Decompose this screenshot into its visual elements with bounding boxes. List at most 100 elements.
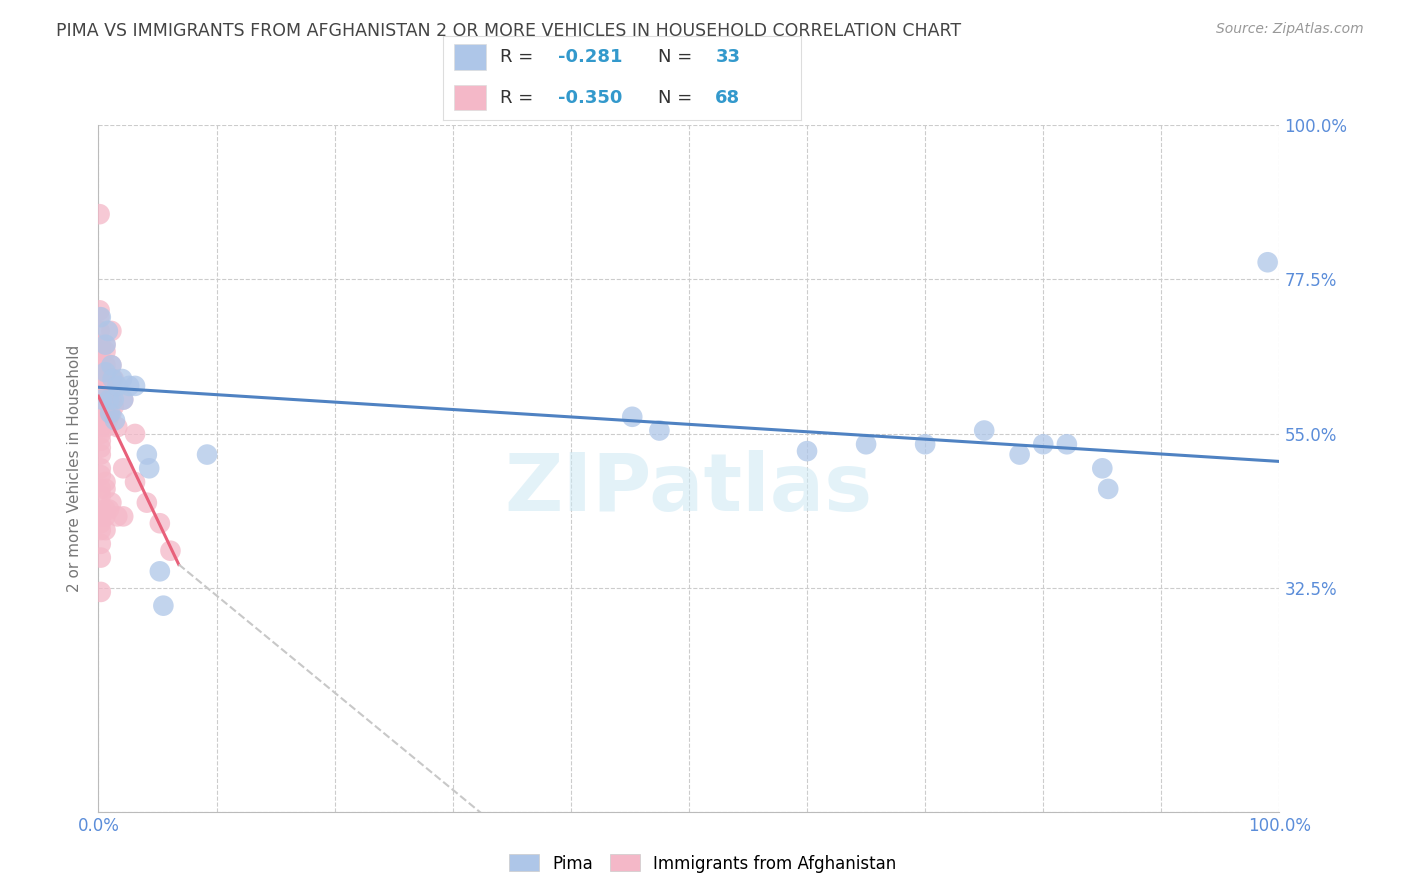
Point xyxy=(124,426,146,441)
Text: PIMA VS IMMIGRANTS FROM AFGHANISTAN 2 OR MORE VEHICLES IN HOUSEHOLD CORRELATION : PIMA VS IMMIGRANTS FROM AFGHANISTAN 2 OR… xyxy=(56,22,962,40)
Text: N =: N = xyxy=(658,48,697,66)
Point xyxy=(90,358,112,373)
Point xyxy=(91,392,114,407)
Point xyxy=(90,372,112,386)
Point xyxy=(90,537,112,551)
Point xyxy=(152,599,174,613)
Text: Source: ZipAtlas.com: Source: ZipAtlas.com xyxy=(1216,22,1364,37)
Point xyxy=(90,448,112,462)
Legend: Pima, Immigrants from Afghanistan: Pima, Immigrants from Afghanistan xyxy=(503,847,903,880)
Point xyxy=(103,372,125,386)
Point xyxy=(90,482,112,496)
Text: -0.281: -0.281 xyxy=(558,48,621,66)
Point xyxy=(90,400,112,414)
Text: 33: 33 xyxy=(716,48,741,66)
Point xyxy=(94,372,117,386)
Point xyxy=(1008,448,1031,462)
Point xyxy=(98,406,121,420)
Point xyxy=(90,441,112,455)
Point xyxy=(112,392,135,407)
FancyBboxPatch shape xyxy=(454,45,486,70)
Point xyxy=(97,372,120,386)
Text: N =: N = xyxy=(658,88,697,106)
Point xyxy=(97,413,120,427)
Point xyxy=(89,310,111,325)
Point xyxy=(98,406,121,420)
Point xyxy=(124,379,146,393)
Point xyxy=(100,372,122,386)
Point xyxy=(90,489,112,503)
Text: ZIPatlas: ZIPatlas xyxy=(505,450,873,528)
Point xyxy=(149,516,172,531)
Point xyxy=(98,379,121,393)
Point xyxy=(138,461,160,475)
Point xyxy=(90,461,112,475)
Point xyxy=(90,468,112,483)
Point xyxy=(94,337,117,351)
Point xyxy=(98,392,121,407)
Point xyxy=(100,324,122,338)
Point xyxy=(195,448,218,462)
Point xyxy=(90,516,112,531)
Point xyxy=(100,406,122,420)
Point xyxy=(90,337,112,351)
Point xyxy=(90,585,112,599)
Point xyxy=(94,406,117,420)
Point xyxy=(94,358,117,373)
Point xyxy=(621,409,644,424)
Point xyxy=(90,509,112,524)
Point xyxy=(97,392,120,407)
Point xyxy=(1257,255,1279,269)
Point xyxy=(89,303,111,318)
Point xyxy=(90,550,112,565)
Point xyxy=(100,358,122,373)
Point xyxy=(94,482,117,496)
Point xyxy=(90,413,112,427)
Point xyxy=(98,502,121,516)
Point xyxy=(101,372,124,386)
Point xyxy=(105,379,128,393)
Point xyxy=(1056,437,1078,451)
Point xyxy=(124,475,146,489)
Point xyxy=(135,448,157,462)
Point xyxy=(111,372,134,386)
Point xyxy=(100,358,122,373)
Point xyxy=(105,420,128,434)
Point xyxy=(90,385,112,400)
Point xyxy=(94,337,117,351)
Point xyxy=(1097,482,1119,496)
Point xyxy=(159,543,181,558)
Point xyxy=(149,565,172,579)
Point xyxy=(914,437,936,451)
Point xyxy=(90,365,112,379)
Text: R =: R = xyxy=(501,88,540,106)
Point xyxy=(112,509,135,524)
Point xyxy=(90,310,112,325)
Point xyxy=(135,495,157,509)
Y-axis label: 2 or more Vehicles in Household: 2 or more Vehicles in Household xyxy=(67,344,83,592)
Point xyxy=(112,461,135,475)
Point xyxy=(89,324,111,338)
Point xyxy=(90,523,112,537)
Point xyxy=(105,509,128,524)
Point xyxy=(90,392,112,407)
Point xyxy=(94,502,117,516)
Point xyxy=(1091,461,1114,475)
Point xyxy=(94,344,117,359)
Text: -0.350: -0.350 xyxy=(558,88,621,106)
Point xyxy=(94,400,117,414)
Point xyxy=(94,523,117,537)
Point xyxy=(973,424,995,438)
Point xyxy=(97,324,120,338)
Point xyxy=(94,509,117,524)
Point xyxy=(94,420,117,434)
Point xyxy=(118,379,141,393)
Text: 68: 68 xyxy=(716,88,741,106)
Point xyxy=(648,424,671,438)
Point xyxy=(112,392,135,407)
Point xyxy=(100,392,122,407)
Point xyxy=(103,392,125,407)
Point xyxy=(90,502,112,516)
Point xyxy=(100,495,122,509)
Text: R =: R = xyxy=(501,48,540,66)
